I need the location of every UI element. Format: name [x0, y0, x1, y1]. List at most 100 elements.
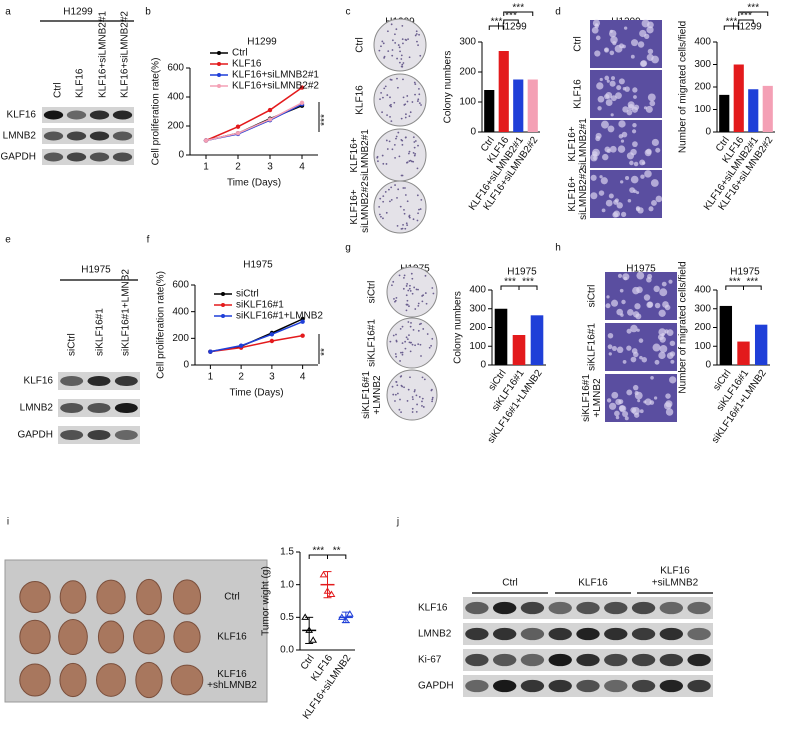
bracket: [503, 19, 519, 24]
colony: [394, 42, 397, 44]
colony: [396, 392, 399, 395]
cell: [609, 80, 616, 87]
colony: [431, 396, 434, 399]
colony: [415, 33, 418, 35]
colony: [399, 375, 402, 378]
annotation: ***: [504, 277, 516, 288]
colony: [391, 49, 394, 51]
point: [300, 319, 305, 324]
colony: [390, 120, 393, 123]
colony: [406, 224, 409, 227]
series-line: [210, 334, 303, 353]
band: [112, 131, 133, 141]
row-label: siKLF16#1: [587, 323, 598, 371]
colony: [408, 341, 411, 344]
colony: [388, 140, 391, 143]
cell: [620, 180, 624, 184]
cell: [602, 153, 609, 161]
cell: [632, 122, 637, 128]
cell: [658, 309, 666, 317]
cell: [601, 208, 606, 213]
row-label: KLF16: [24, 376, 54, 387]
colony: [380, 91, 382, 94]
colony: [431, 337, 434, 340]
band: [548, 627, 572, 641]
colony: [381, 154, 384, 157]
colony: [419, 343, 422, 346]
lane-label: KLF16+siLMNB2#1: [98, 11, 109, 98]
row-label: +LMNB2: [592, 378, 603, 418]
cell: [590, 174, 597, 181]
cell: [646, 301, 653, 309]
cell: [669, 340, 676, 347]
colony: [430, 344, 432, 347]
colony: [389, 115, 391, 118]
annotation: ***: [312, 546, 324, 557]
band: [89, 152, 110, 162]
annotation: **: [320, 348, 331, 356]
colony: [395, 137, 397, 140]
cell: [623, 26, 628, 30]
cell: [608, 193, 614, 199]
colony: [422, 328, 425, 330]
row-label: KLF16+: [567, 176, 578, 211]
cell: [669, 351, 676, 357]
colony: [421, 405, 423, 407]
colony: [405, 294, 408, 297]
x-tick-label: 4: [299, 162, 305, 173]
colony: [400, 58, 403, 60]
blot-title: H1299: [63, 7, 93, 18]
colony: [389, 96, 391, 99]
dish: [386, 317, 438, 369]
cell: [609, 402, 617, 410]
lane-label: Ctrl: [53, 82, 64, 98]
colony: [386, 114, 388, 117]
colony: [403, 212, 406, 215]
band: [604, 679, 628, 693]
tumor: [19, 663, 51, 697]
y-tick-label: 600: [167, 63, 184, 74]
bar: [530, 315, 544, 365]
cell: [626, 389, 633, 396]
colony: [400, 117, 403, 120]
colony: [394, 299, 397, 302]
dish: [373, 73, 427, 127]
blot-strip: [42, 128, 134, 144]
group-label: KLF16: [660, 566, 690, 577]
colony: [400, 411, 402, 414]
colony: [395, 339, 398, 342]
colony: [378, 205, 381, 208]
colony: [426, 333, 429, 335]
cell: [646, 53, 654, 61]
legend-label: KLF16+siLMNB2#1: [232, 70, 319, 81]
point: [319, 570, 328, 578]
cell: [590, 192, 598, 200]
colony: [405, 285, 408, 287]
x-tick-label: 2: [235, 162, 241, 173]
cell: [631, 106, 638, 113]
annotation: ***: [729, 277, 741, 288]
cell: [631, 348, 638, 354]
colony: [390, 103, 392, 106]
cell: [653, 285, 660, 293]
bar: [719, 305, 733, 365]
colony: [422, 406, 425, 408]
y-tick-label: 400: [172, 306, 189, 317]
colony: [379, 197, 382, 200]
cell: [635, 207, 640, 212]
chart-title: H1975: [730, 267, 760, 278]
colony: [417, 304, 420, 307]
point: [267, 117, 273, 122]
colony: [396, 57, 398, 60]
colony: [406, 400, 409, 402]
y-tick-label: 0: [480, 360, 486, 371]
colony: [414, 34, 417, 37]
colony: [405, 222, 408, 225]
colony: [395, 355, 398, 358]
colony: [396, 86, 399, 89]
y-tick-label: 0: [183, 360, 189, 371]
cell: [647, 48, 654, 55]
colony: [396, 196, 398, 199]
colony: [406, 100, 409, 103]
